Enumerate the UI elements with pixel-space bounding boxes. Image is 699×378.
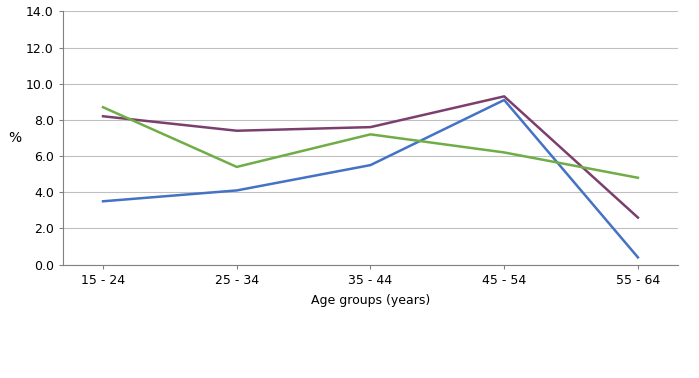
Line: 2012-13 NATSIHS: 2012-13 NATSIHS — [103, 96, 638, 218]
2012-13 NATSIHS — [99, 114, 107, 119]
2014-15 NATSISS — [233, 165, 241, 169]
Line: 2015 SDAC: 2015 SDAC — [103, 100, 638, 257]
2015 SDAC — [366, 163, 375, 167]
2014-15 NATSISS — [634, 175, 642, 180]
2012-13 NATSIHS — [500, 94, 508, 99]
2012-13 NATSIHS — [634, 215, 642, 220]
2014-15 NATSISS — [366, 132, 375, 136]
2014-15 NATSISS — [500, 150, 508, 155]
2015 SDAC — [233, 188, 241, 193]
2015 SDAC — [634, 255, 642, 260]
X-axis label: Age groups (years): Age groups (years) — [311, 294, 430, 307]
Line: 2014-15 NATSISS: 2014-15 NATSISS — [103, 107, 638, 178]
Legend: 2015 SDAC, 2012-13 NATSIHS, 2014-15 NATSISS: 2015 SDAC, 2012-13 NATSIHS, 2014-15 NATS… — [150, 377, 591, 378]
2012-13 NATSIHS — [366, 125, 375, 129]
Y-axis label: %: % — [8, 131, 22, 145]
2015 SDAC — [500, 98, 508, 102]
2015 SDAC — [99, 199, 107, 203]
2012-13 NATSIHS — [233, 129, 241, 133]
2014-15 NATSISS — [99, 105, 107, 110]
